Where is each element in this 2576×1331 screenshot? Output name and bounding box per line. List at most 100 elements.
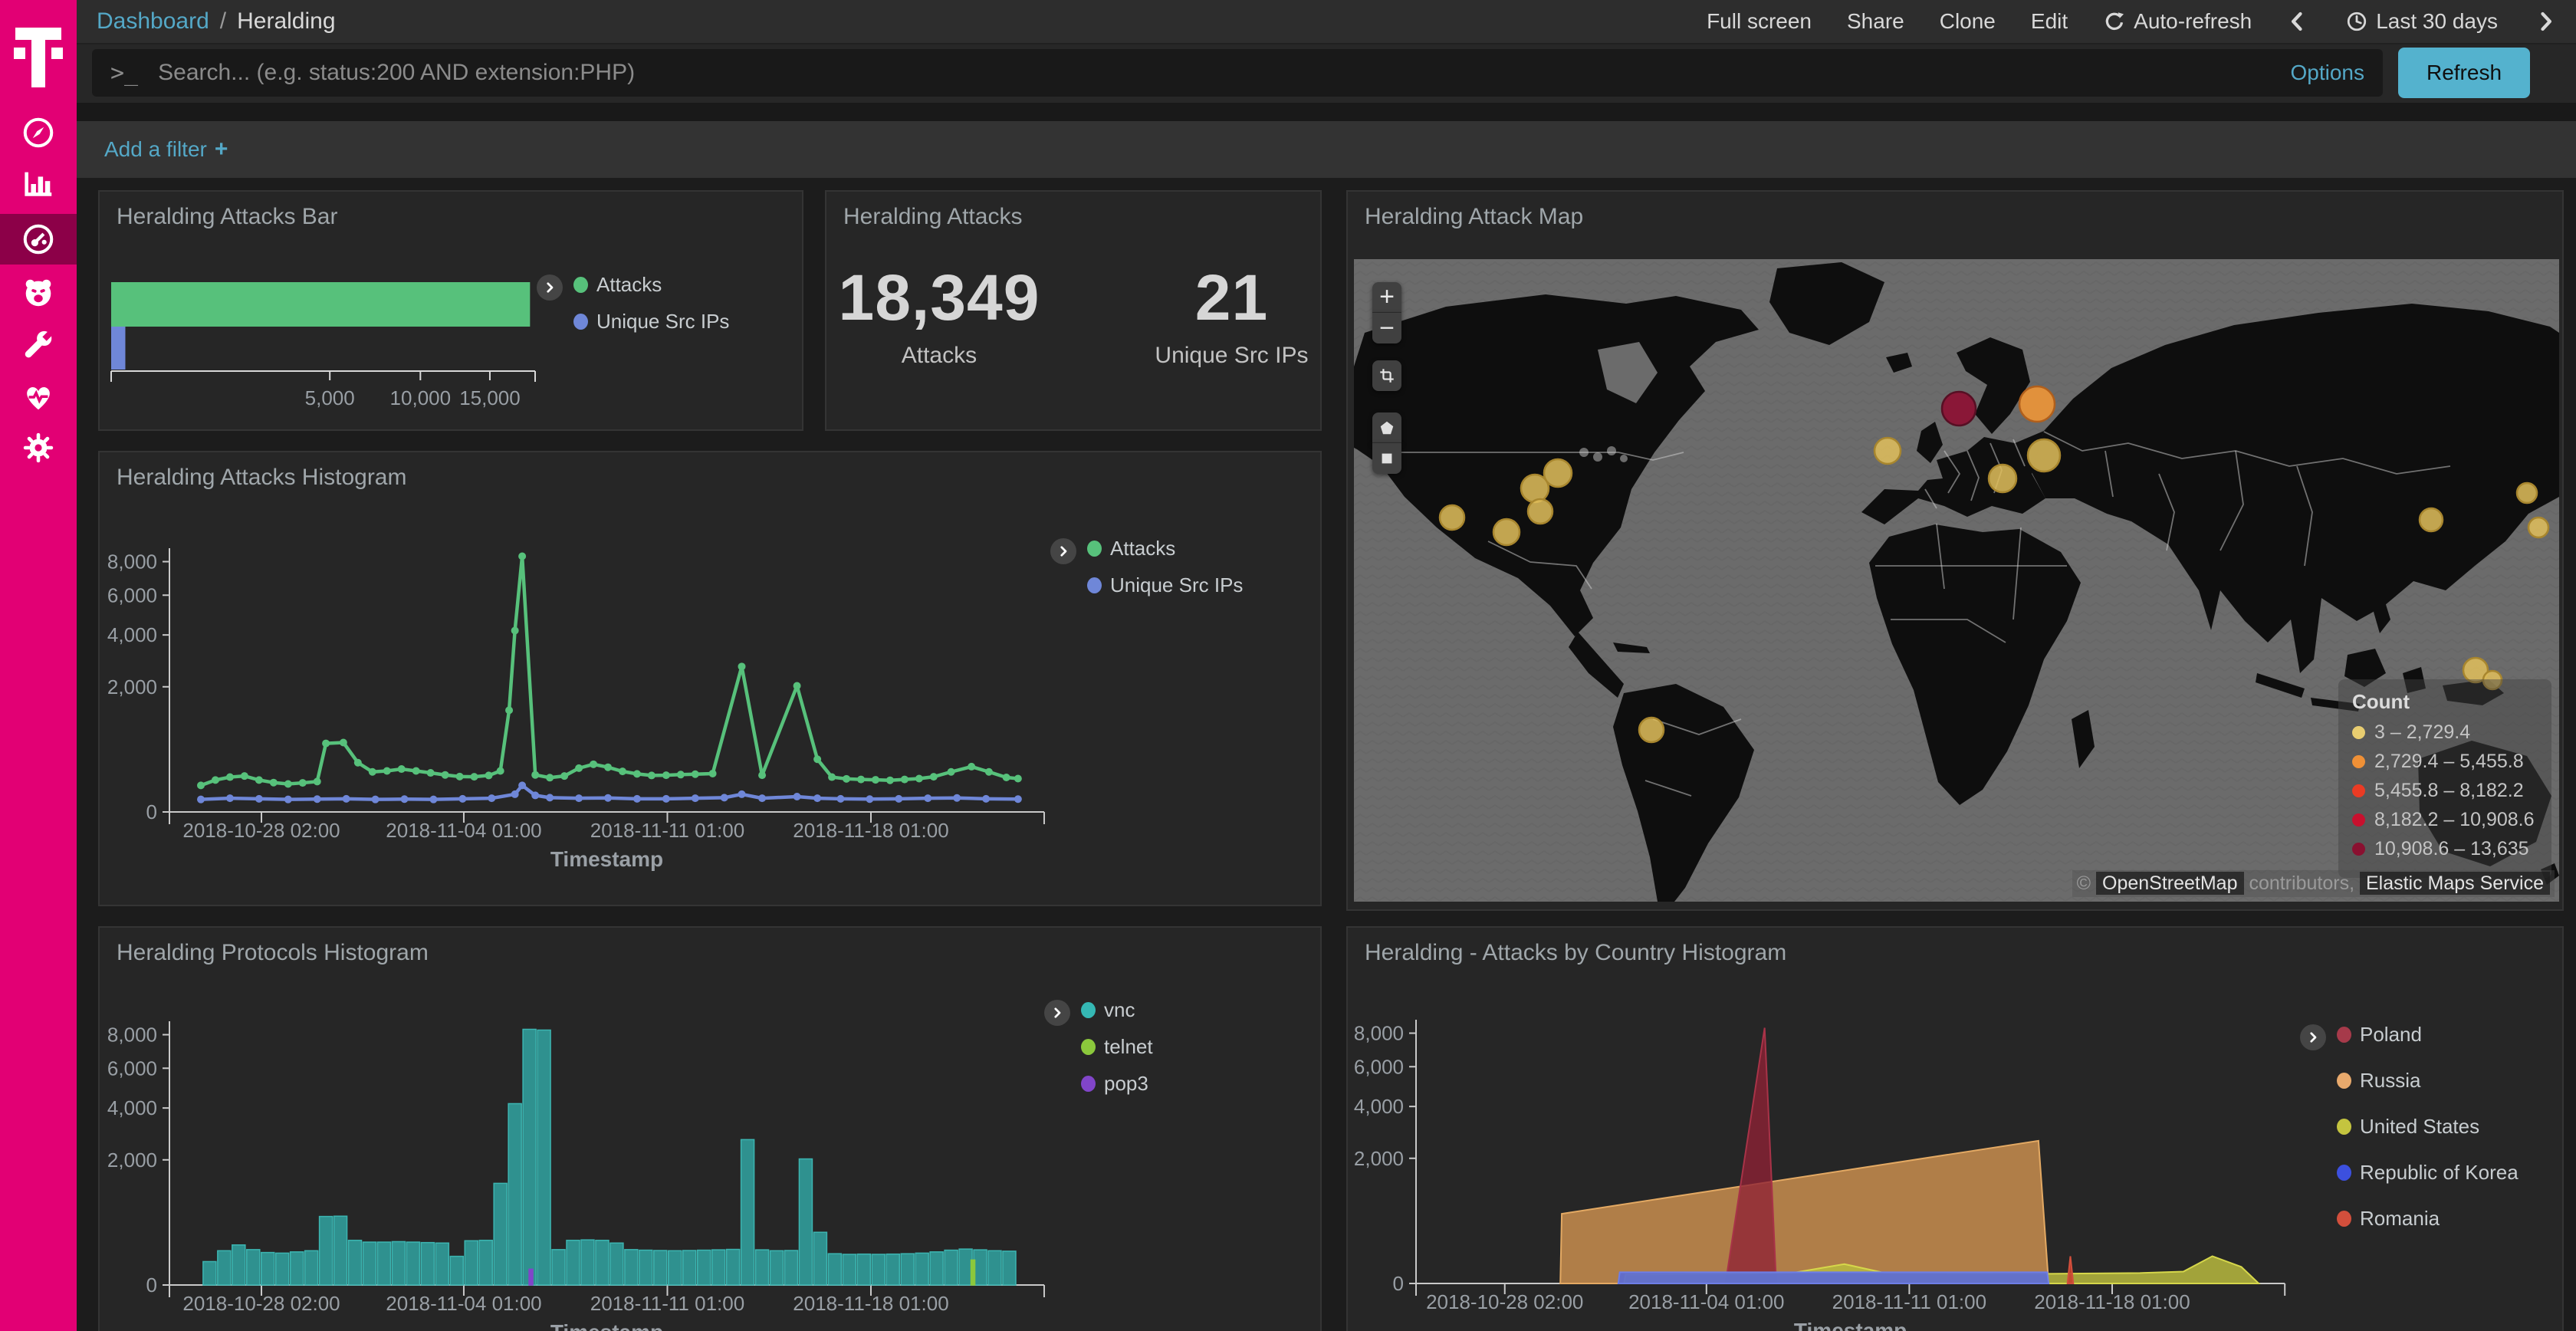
plus-icon: +	[215, 136, 228, 162]
sidebar-item-visualize[interactable]	[0, 159, 77, 209]
attack-bubble-mid[interactable]	[2019, 386, 2055, 422]
legend-color-dot	[2337, 1165, 2351, 1181]
legend-toggle-chevron-icon[interactable]	[2300, 1024, 2326, 1050]
legend-item-united-states[interactable]: United States	[2337, 1115, 2518, 1139]
attack-bubble-low[interactable]	[1639, 718, 1664, 742]
svg-text:2018-11-18 01:00: 2018-11-18 01:00	[793, 819, 948, 842]
svg-text:5,000: 5,000	[305, 386, 355, 409]
svg-text:2018-10-28 02:00: 2018-10-28 02:00	[182, 1292, 340, 1315]
add-filter-button[interactable]: Add a filter +	[104, 136, 228, 163]
attack-bubble-low[interactable]	[1544, 459, 1572, 487]
svg-text:0: 0	[146, 800, 157, 823]
legend-item-poland[interactable]: Poland	[2337, 1023, 2518, 1047]
zoom-in-button[interactable]: +	[1372, 282, 1401, 313]
auto-refresh-button[interactable]: Auto-refresh	[2103, 9, 2252, 34]
clone-button[interactable]: Clone	[1940, 9, 1996, 34]
draw-rectangle-button[interactable]	[1372, 443, 1401, 474]
sidebar-item-management[interactable]	[0, 422, 77, 473]
elastic-maps-service-link[interactable]: Elastic Maps Service	[2360, 872, 2550, 895]
legend-item-russia[interactable]: Russia	[2337, 1069, 2518, 1093]
attack-bubble-low[interactable]	[1875, 438, 1901, 464]
add-filter-label: Add a filter	[104, 137, 207, 161]
attack-bubble-low[interactable]	[2517, 483, 2537, 503]
map-zoom-controls: + −	[1372, 282, 1401, 343]
topnav-actions: Full screen Share Clone Edit Auto-refresh L…	[1707, 9, 2556, 34]
attack-bubble-low[interactable]	[2420, 508, 2443, 531]
draw-polygon-button[interactable]	[1372, 412, 1401, 443]
full-screen-button[interactable]: Full screen	[1707, 9, 1812, 34]
svg-text:8,000: 8,000	[107, 1024, 157, 1047]
legend-items: Poland Russia United States Republic of Kor…	[2337, 1023, 2518, 1253]
legend-label: Poland	[2360, 1023, 2422, 1047]
map-legend-dot	[2352, 784, 2365, 797]
attack-bubble-low[interactable]	[1989, 465, 2016, 492]
sidebar-item-dashboard[interactable]	[0, 214, 77, 265]
legend-item-attacks[interactable]: Attacks	[573, 273, 729, 297]
legend-color-dot	[2337, 1211, 2351, 1227]
dashboard-grid: Heralding Attacks Bar 5,00010,00015,000 …	[77, 178, 2576, 1331]
map-legend-row: 10,908.6 – 13,635	[2352, 838, 2538, 860]
chevron-right-icon	[2533, 10, 2556, 33]
query-box: >_ Options	[92, 49, 2383, 97]
t-mobile-logo[interactable]	[11, 20, 66, 94]
legend-item-unique-src-ips[interactable]: Unique Src IPs	[573, 310, 729, 334]
zoom-out-button[interactable]: −	[1372, 313, 1401, 343]
sidebar-item-dev-tools[interactable]	[0, 321, 77, 372]
legend-toggle-chevron-icon[interactable]	[1044, 1000, 1070, 1026]
metric-attacks: 18,349 Attacks	[838, 261, 1040, 369]
pentagon-icon	[1378, 419, 1395, 436]
legend-item-attacks[interactable]: Attacks	[1087, 537, 1243, 560]
legend-item-vnc[interactable]: vnc	[1081, 998, 1153, 1022]
fit-data-bounds-button[interactable]	[1372, 360, 1401, 391]
map-legend-range: 3 – 2,729.4	[2374, 721, 2470, 744]
map-legend-row: 2,729.4 – 5,455.8	[2352, 751, 2538, 773]
square-icon	[1378, 450, 1395, 467]
attack-bubble-low[interactable]	[1493, 519, 1520, 545]
attack-bubble-low[interactable]	[2528, 518, 2548, 537]
svg-text:2018-11-18 01:00: 2018-11-18 01:00	[2034, 1290, 2190, 1313]
svg-text:6,000: 6,000	[1354, 1055, 1404, 1078]
sidebar-item-honeypot[interactable]	[0, 268, 77, 318]
search-input[interactable]	[158, 60, 2275, 86]
legend-item-republic-of-korea[interactable]: Republic of Korea	[2337, 1161, 2518, 1185]
attack-bubble-low[interactable]	[1528, 499, 1552, 524]
share-button[interactable]: Share	[1847, 9, 1904, 34]
svg-text:4,000: 4,000	[107, 1096, 157, 1119]
divider-strip	[77, 103, 2576, 121]
legend-item-unique-src-ips[interactable]: Unique Src IPs	[1087, 573, 1243, 597]
legend-toggle-chevron-icon[interactable]	[1050, 538, 1076, 564]
breadcrumb-dashboard[interactable]: Dashboard	[97, 8, 209, 35]
time-back-button[interactable]	[2287, 10, 2310, 33]
time-range-picker[interactable]: Last 30 days	[2345, 9, 2498, 34]
legend-color-dot	[1087, 541, 1102, 557]
sidebar-item-discover[interactable]	[0, 107, 77, 158]
svg-text:2018-11-04 01:00: 2018-11-04 01:00	[386, 819, 541, 842]
refresh-arrow-icon	[2103, 10, 2126, 33]
legend-items: vnc telnet pop3	[1081, 998, 1153, 1109]
map-legend-rows: 3 – 2,729.42,729.4 – 5,455.85,455.8 – 8,…	[2352, 721, 2538, 860]
legend-toggle-chevron-icon[interactable]	[537, 274, 563, 301]
time-forward-button[interactable]	[2533, 10, 2556, 33]
legend-item-pop3[interactable]: pop3	[1081, 1072, 1153, 1096]
sidebar-item-monitoring[interactable]	[0, 372, 77, 422]
world-attack-map[interactable]: + − Count 3	[1354, 259, 2559, 902]
edit-button[interactable]: Edit	[2031, 9, 2068, 34]
openstreetmap-link[interactable]: OpenStreetMap	[2096, 872, 2244, 895]
legend-label: Romania	[2360, 1207, 2440, 1231]
svg-text:6,000: 6,000	[107, 583, 157, 606]
legend-item-romania[interactable]: Romania	[2337, 1207, 2518, 1231]
protocols-legend: vnc telnet pop3	[1044, 998, 1153, 1109]
attack-bubble-low[interactable]	[1440, 505, 1464, 530]
legend-item-telnet[interactable]: telnet	[1081, 1035, 1153, 1059]
refresh-button[interactable]: Refresh	[2398, 48, 2530, 98]
metric-group: 18,349 Attacks 21 Unique Src IPs	[826, 261, 1320, 369]
options-link[interactable]: Options	[2291, 61, 2365, 85]
legend-label: vnc	[1104, 998, 1135, 1022]
t-logo-dot-left	[14, 48, 25, 59]
bar-chart-icon	[21, 166, 56, 202]
filter-bar: Add a filter +	[77, 121, 2576, 178]
breadcrumb-current: Heralding	[237, 8, 335, 35]
attack-bubble-low[interactable]	[2028, 439, 2060, 472]
metric-value: 21	[1155, 261, 1308, 335]
attack-bubble-high[interactable]	[1942, 392, 1976, 426]
